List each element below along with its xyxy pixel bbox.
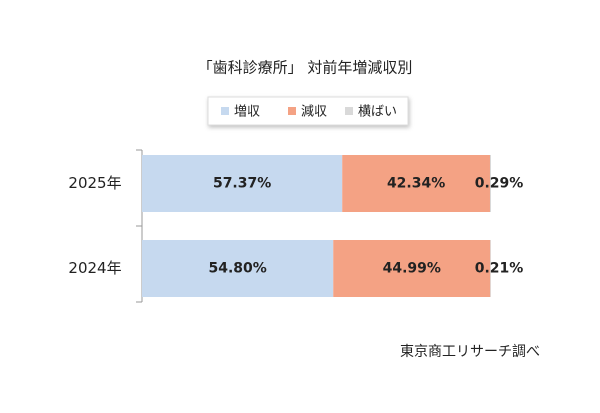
value-label: 0.21%	[475, 261, 524, 277]
legend-swatch	[345, 107, 353, 115]
value-label: 54.80%	[208, 261, 266, 277]
value-label: 44.99%	[383, 261, 441, 277]
chart-title: 「歯科診療所」 対前年増減収別	[198, 59, 413, 77]
bar-segment	[142, 155, 343, 212]
legend-label: 横ばい	[358, 105, 397, 120]
legend-label: 減収	[301, 104, 327, 120]
bar-segment	[489, 155, 491, 212]
legend-swatch	[221, 107, 229, 115]
value-label: 42.34%	[387, 176, 445, 192]
legend-box	[207, 96, 409, 126]
bar-segment	[142, 240, 334, 297]
source-note: 東京商工リサーチ調べ	[400, 344, 540, 360]
value-label: 57.37%	[213, 176, 271, 192]
category-label: 2024年	[68, 259, 121, 277]
legend-label: 増収	[234, 105, 260, 120]
category-label: 2025年	[68, 174, 121, 192]
bar-segment	[342, 155, 490, 212]
legend-swatch	[288, 107, 296, 115]
bar-segment	[490, 240, 491, 297]
value-label: 0.29%	[475, 176, 524, 192]
bar-segment	[333, 240, 491, 297]
